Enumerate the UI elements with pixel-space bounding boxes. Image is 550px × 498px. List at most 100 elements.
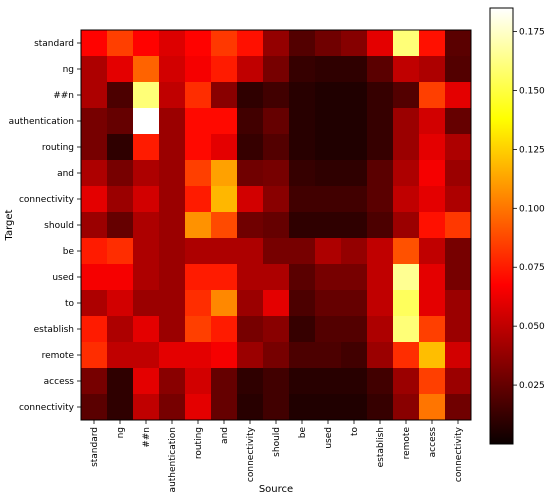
colorbar-tick-label: 0.075 xyxy=(519,263,545,273)
y-tick-label: access xyxy=(44,377,75,387)
heatmap-cell xyxy=(341,160,368,187)
x-tick-label: used xyxy=(324,427,334,449)
colorbar-tick-label: 0.125 xyxy=(519,145,545,155)
heatmap-cell xyxy=(263,108,290,135)
heatmap-cell xyxy=(341,368,368,395)
y-tick-label: establish xyxy=(34,325,74,335)
y-tick-label: standard xyxy=(34,39,74,49)
heatmap-cell xyxy=(419,82,446,109)
heatmap-cell xyxy=(133,186,160,213)
heatmap-cell xyxy=(263,186,290,213)
heatmap-cell xyxy=(185,290,212,317)
heatmap-cell xyxy=(263,342,290,369)
heatmap-cell xyxy=(237,30,264,57)
heatmap-cell xyxy=(341,316,368,343)
heatmap-cell xyxy=(211,56,238,83)
heatmap-cell xyxy=(315,108,342,135)
x-tick-label: and xyxy=(220,427,230,444)
heatmap-cell xyxy=(133,264,160,291)
heatmap-cell xyxy=(133,82,160,109)
heatmap-cell xyxy=(211,316,238,343)
x-tick-label: remote xyxy=(402,427,412,460)
heatmap-cell xyxy=(289,238,316,265)
heatmap-cell xyxy=(185,82,212,109)
heatmap-cell xyxy=(341,186,368,213)
heatmap-cell xyxy=(81,394,108,421)
heatmap-cell xyxy=(133,238,160,265)
heatmap-cell xyxy=(133,368,160,395)
heatmap-cell xyxy=(159,238,186,265)
heatmap-cell xyxy=(445,238,472,265)
heatmap-cell xyxy=(393,394,420,421)
x-tick-label: ng xyxy=(116,427,126,438)
heatmap-cell xyxy=(81,368,108,395)
heatmap-cell xyxy=(133,394,160,421)
heatmap-cell xyxy=(263,368,290,395)
heatmap-cell xyxy=(341,212,368,239)
heatmap-cell xyxy=(445,316,472,343)
heatmap-cell xyxy=(133,212,160,239)
heatmap-cell xyxy=(445,368,472,395)
heatmap-cell xyxy=(81,30,108,57)
heatmap-cell xyxy=(81,212,108,239)
y-tick-label: ##n xyxy=(53,91,74,101)
heatmap-cell xyxy=(211,342,238,369)
heatmap-cell xyxy=(159,160,186,187)
heatmap-cell xyxy=(419,56,446,83)
heatmap-cell xyxy=(133,290,160,317)
colorbar-ticks: 0.025 0.050 0.075 0.100 0.125 0.150 0.175 xyxy=(513,28,545,391)
heatmap-cell xyxy=(341,134,368,161)
heatmap-cell xyxy=(367,134,394,161)
heatmap-cell xyxy=(107,56,134,83)
heatmap-cell xyxy=(237,238,264,265)
heatmap-cell xyxy=(445,108,472,135)
heatmap-cell xyxy=(159,368,186,395)
heatmap-cell xyxy=(367,212,394,239)
heatmap-cell xyxy=(367,30,394,57)
heatmap-cell xyxy=(445,82,472,109)
heatmap-cell xyxy=(81,264,108,291)
heatmap-cell xyxy=(419,342,446,369)
x-tick-label: connectivity xyxy=(454,426,464,482)
heatmap-cell xyxy=(445,186,472,213)
y-axis-title: Target xyxy=(4,209,15,241)
heatmap-cell xyxy=(81,186,108,213)
heatmap-cell xyxy=(289,212,316,239)
x-tick-label: ##n xyxy=(142,427,152,448)
x-axis-ticks: standard ng ##n authentication routing and con… xyxy=(90,420,464,492)
heatmap-cell xyxy=(185,238,212,265)
heatmap-cell xyxy=(263,82,290,109)
heatmap-cell xyxy=(159,82,186,109)
heatmap-cell xyxy=(237,212,264,239)
heatmap-cell xyxy=(367,368,394,395)
x-tick-label: should xyxy=(272,427,282,457)
heatmap-cell xyxy=(289,30,316,57)
heatmap-cell xyxy=(211,394,238,421)
heatmap-cell xyxy=(211,108,238,135)
heatmap-cell xyxy=(185,30,212,57)
heatmap-cell xyxy=(263,290,290,317)
heatmap-cell xyxy=(289,394,316,421)
heatmap-cell xyxy=(393,108,420,135)
heatmap-cell xyxy=(367,238,394,265)
heatmap-cell xyxy=(107,316,134,343)
heatmap-cell xyxy=(315,56,342,83)
heatmap-cell xyxy=(159,394,186,421)
heatmap-cell xyxy=(341,290,368,317)
heatmap-cell xyxy=(107,342,134,369)
heatmap-cell xyxy=(185,264,212,291)
heatmap-cell xyxy=(211,368,238,395)
heatmap-cell xyxy=(419,316,446,343)
heatmap-cell xyxy=(185,394,212,421)
heatmap-cell xyxy=(315,82,342,109)
y-tick-label: be xyxy=(63,247,75,257)
x-tick-label: routing xyxy=(194,427,204,459)
heatmap-cell xyxy=(263,238,290,265)
heatmap-cell xyxy=(81,290,108,317)
heatmap-cell xyxy=(341,264,368,291)
y-tick-label: authentication xyxy=(9,117,74,127)
heatmap-cell xyxy=(341,394,368,421)
heatmap-cell xyxy=(341,108,368,135)
heatmap-cell xyxy=(211,212,238,239)
